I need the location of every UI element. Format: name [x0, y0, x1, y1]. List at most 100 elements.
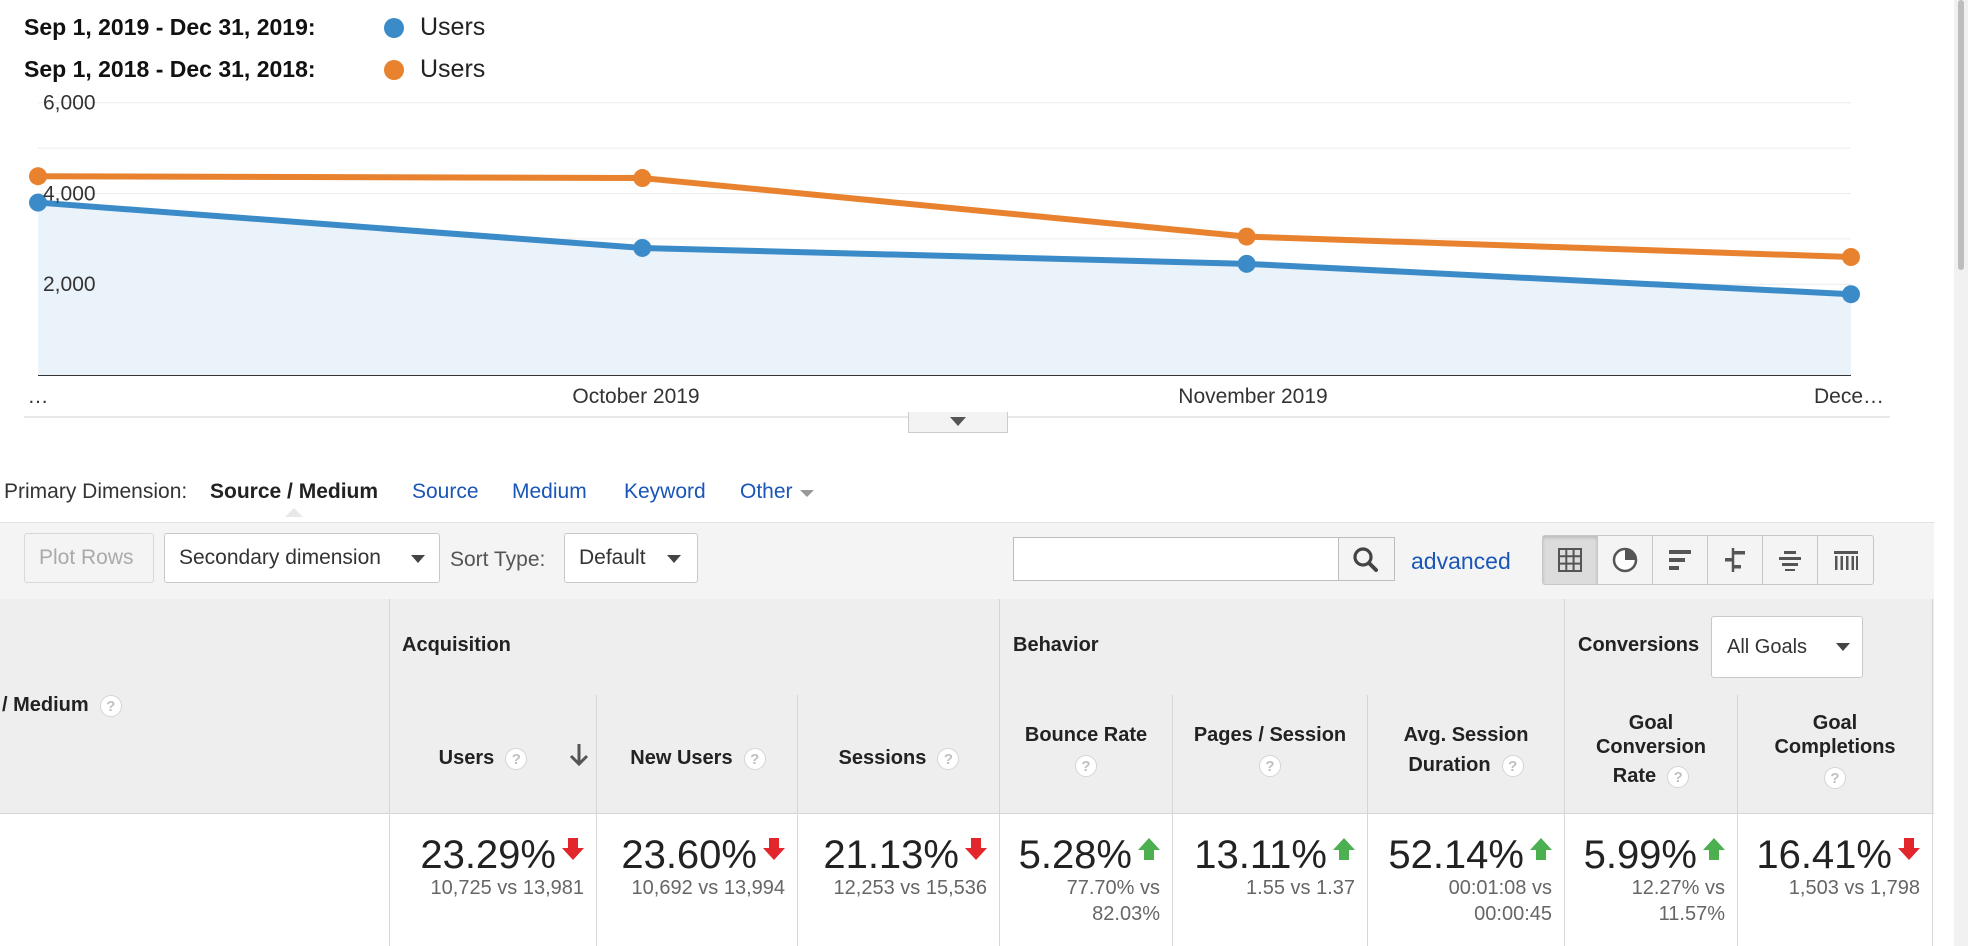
- help-icon[interactable]: ?: [937, 747, 960, 770]
- change-percent: 21.13%: [823, 833, 987, 878]
- help-icon[interactable]: ?: [1075, 755, 1097, 777]
- help-icon[interactable]: ?: [1501, 754, 1524, 777]
- goal-selector-value: All Goals: [1727, 636, 1808, 658]
- change-percent-value: 5.28%: [1018, 833, 1132, 877]
- comparison-view-button[interactable]: [1708, 536, 1763, 584]
- table-view-button[interactable]: [1543, 536, 1598, 584]
- caret-down-icon: [1836, 643, 1850, 651]
- help-icon[interactable]: ?: [743, 747, 766, 770]
- current-users-point: [633, 238, 652, 257]
- dimension-keyword[interactable]: Keyword: [624, 480, 706, 503]
- legend-series-previous: Users: [420, 55, 486, 83]
- change-percent-value: 23.60%: [621, 833, 757, 877]
- sort-descending-icon[interactable]: [568, 742, 590, 768]
- arrow-up-icon: [1530, 838, 1552, 862]
- legend-dot-current: [384, 18, 404, 38]
- secondary-dimension-dropdown[interactable]: Secondary dimension: [164, 533, 440, 583]
- users-line-chart: 6,000 4,000 2,000 … October 2019 November 20…: [24, 92, 1890, 418]
- current-users-point: [29, 193, 47, 212]
- x-tick-label: November 2019: [1178, 385, 1327, 408]
- term-cloud-view-button[interactable]: [1763, 536, 1818, 584]
- help-icon[interactable]: ?: [1667, 765, 1690, 788]
- performance-view-icon: [1669, 550, 1691, 570]
- term-cloud-view-icon: [1779, 551, 1801, 571]
- sort-type-label: Sort Type:: [450, 548, 546, 571]
- column-goal-completions[interactable]: Goal Completions?: [1774, 712, 1896, 789]
- sort-type-dropdown[interactable]: Default: [564, 533, 698, 583]
- comparison-line: 00:00:45: [1474, 903, 1552, 925]
- table-header-groups: [0, 599, 1934, 696]
- dimension-source[interactable]: Source: [412, 480, 479, 503]
- pie-view-icon: [1612, 547, 1638, 573]
- help-icon[interactable]: ?: [99, 694, 122, 717]
- comparison-view-icon: [1725, 548, 1745, 572]
- comparison-line: 10,692 vs 13,994: [631, 877, 785, 899]
- chart-x-ticks: … October 2019 November 2019 Dece…: [28, 385, 1885, 408]
- arrow-up-icon: [1703, 838, 1725, 862]
- page-scrollbar[interactable]: [1954, 0, 1968, 946]
- help-icon[interactable]: ?: [1259, 755, 1281, 777]
- conversions-group-label: Conversions: [1578, 634, 1700, 656]
- column-users[interactable]: Users ?: [408, 746, 558, 770]
- legend-dot-previous: [384, 60, 404, 80]
- help-icon[interactable]: ?: [505, 747, 528, 770]
- column-new-users[interactable]: New Users ?: [600, 746, 796, 770]
- change-percent-value: 21.13%: [823, 833, 959, 877]
- summary-cell-goal-conversion-rate: 5.99% 12.27% vs 11.57%: [1564, 813, 1737, 946]
- advanced-filter-link[interactable]: advanced: [1411, 548, 1511, 574]
- dimension-column-header[interactable]: / Medium ?: [2, 694, 122, 717]
- table-header-dimension: [0, 695, 389, 814]
- search-button[interactable]: [1339, 537, 1395, 581]
- comparison-values: 1,503 vs 1,798: [1789, 875, 1920, 901]
- change-percent-value: 52.14%: [1388, 833, 1524, 877]
- comparison-line: 1,503 vs 1,798: [1788, 877, 1920, 899]
- column-bounce-rate[interactable]: Bounce Rate?: [1024, 724, 1148, 777]
- dimension-medium[interactable]: Medium: [512, 480, 587, 503]
- legend-series-current: Users: [420, 13, 486, 41]
- comparison-line: 12,253 vs 15,536: [833, 877, 987, 899]
- summary-cell-new-users: 23.60% 10,692 vs 13,994: [596, 813, 797, 946]
- column-sessions[interactable]: Sessions ?: [800, 746, 998, 770]
- arrow-down-icon: [562, 838, 584, 862]
- comparison-values: 1.55 vs 1.37: [1246, 875, 1355, 901]
- caret-down-icon: [667, 555, 681, 563]
- summary-cell-bounce-rate: 5.28% 77.70% vs 82.03%: [999, 813, 1172, 946]
- comparison-values: 12,253 vs 15,536: [834, 875, 987, 901]
- summary-cell-goal-completions: 16.41% 1,503 vs 1,798: [1737, 813, 1932, 946]
- arrow-down-icon: [1898, 838, 1920, 862]
- column-avg-session-duration[interactable]: Avg. Session Duration ?: [1403, 724, 1529, 777]
- behavior-group-label: Behavior: [1013, 634, 1099, 656]
- y-tick-label: 2,000: [43, 273, 96, 296]
- pivot-view-button[interactable]: [1818, 536, 1873, 584]
- table-header-columns: [389, 695, 1934, 814]
- active-dimension-pointer: [285, 508, 303, 517]
- summary-cell-avg-session-duration: 52.14% 00:01:08 vs 00:00:45: [1367, 813, 1564, 946]
- arrow-down-icon: [763, 838, 785, 862]
- comparison-values: 10,692 vs 13,994: [632, 875, 785, 901]
- secondary-dimension-label: Secondary dimension: [179, 546, 381, 569]
- chart-collapse-toggle[interactable]: [908, 412, 1008, 433]
- y-tick-label: 4,000: [43, 182, 96, 205]
- plot-rows-button[interactable]: Plot Rows: [24, 533, 154, 583]
- help-icon[interactable]: ?: [1824, 767, 1846, 789]
- goal-selector-dropdown[interactable]: All Goals: [1711, 616, 1863, 678]
- change-percent-value: 13.11%: [1194, 833, 1327, 877]
- performance-view-button[interactable]: [1653, 536, 1708, 584]
- comparison-values: 12.27% vs 11.57%: [1632, 875, 1725, 927]
- x-tick-label: Dece…: [1814, 385, 1884, 408]
- change-percent-value: 5.99%: [1583, 833, 1697, 877]
- pie-view-button[interactable]: [1598, 536, 1653, 584]
- scrollbar-thumb[interactable]: [1958, 0, 1964, 270]
- chevron-down-icon: [950, 417, 966, 426]
- caret-down-icon: [800, 490, 814, 497]
- x-tick-label: October 2019: [572, 385, 699, 408]
- column-pages-per-session[interactable]: Pages / Session?: [1193, 724, 1347, 777]
- legend-range-previous: Sep 1, 2018 - Dec 31, 2018:: [24, 56, 316, 82]
- table-search-input[interactable]: [1013, 537, 1339, 581]
- search-icon: [1353, 547, 1378, 572]
- dimension-other[interactable]: Other: [740, 480, 793, 503]
- comparison-values: 00:01:08 vs 00:00:45: [1449, 875, 1552, 927]
- column-goal-conversion-rate[interactable]: Goal Conversion Rate ?: [1595, 712, 1707, 788]
- dimension-source-medium[interactable]: Source / Medium: [210, 480, 379, 503]
- summary-cell-pages-per-session: 13.11% 1.55 vs 1.37: [1172, 813, 1367, 946]
